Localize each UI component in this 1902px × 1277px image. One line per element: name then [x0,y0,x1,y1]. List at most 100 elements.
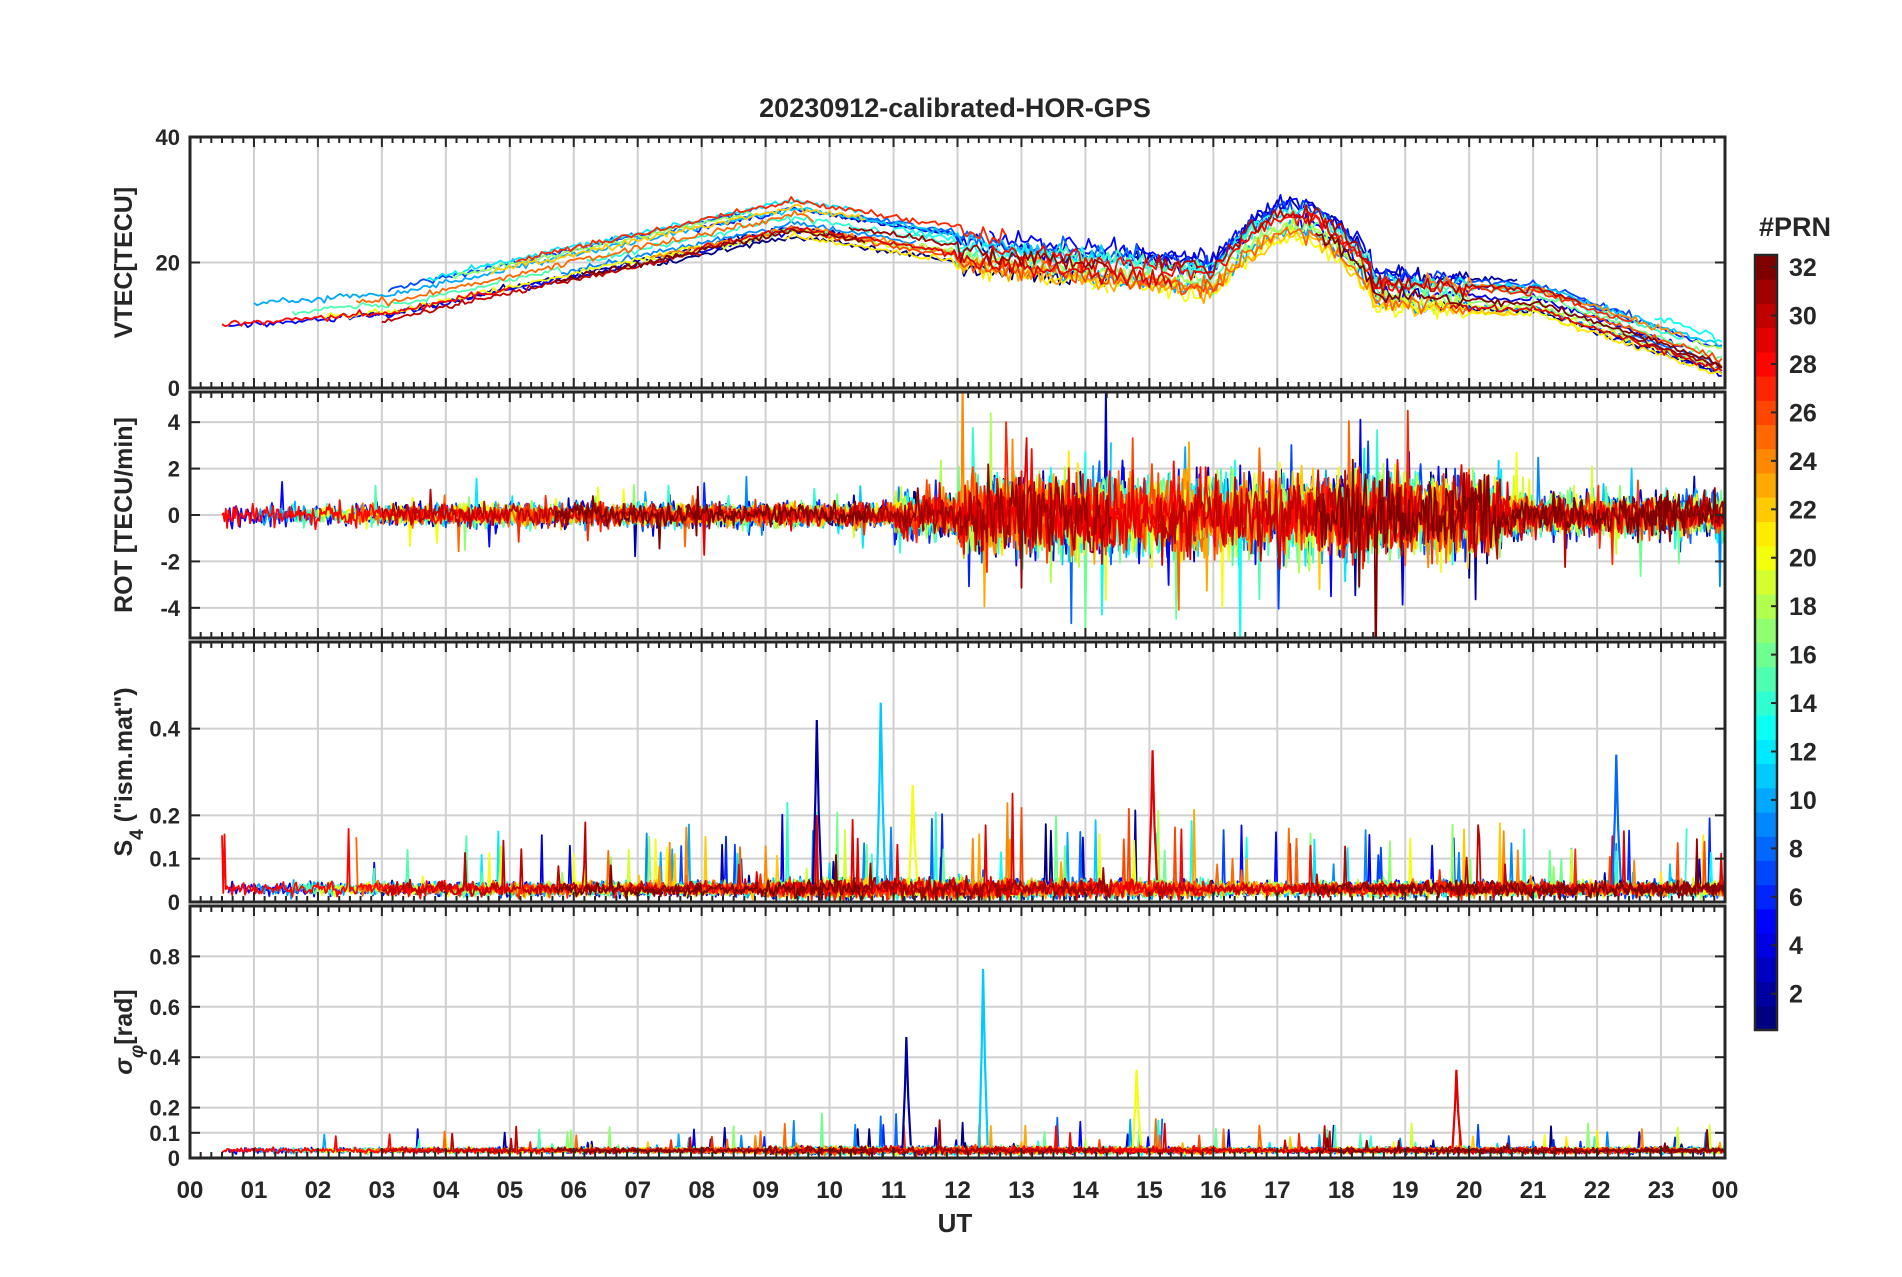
x-tick-label-group: 00 01 02 03 04 05 06 07 08 09 10 11 12 13 14 15 16 17 18 19… [177,1177,1739,1204]
series-line-prn-27 [515,196,1007,263]
colorbar-tick-label: 10 [1789,787,1817,815]
colorbar-tick-label: 16 [1789,642,1817,670]
x-ticks-sigma [189,906,1726,1158]
colorbar-tick-label: 18 [1789,593,1817,621]
y-tick-label: 0.8 [149,944,180,969]
series-line-prn-29 [1449,302,1723,372]
x-tick-label: 07 [624,1177,651,1204]
colorbar-segment [1755,908,1777,934]
colorbar-segment [1755,400,1777,426]
series-vtec [221,193,1723,377]
series-line-prn-28 [221,286,511,328]
colorbar-tick-label: 2 [1789,981,1803,1009]
y-tick-label: 0.6 [149,995,180,1020]
peak-line [978,968,989,1148]
x-tick-label: 23 [1648,1177,1675,1204]
series-line-prn-30 [381,821,703,898]
x-ticks-vtec [189,137,1726,388]
colorbar-segment [1755,836,1777,861]
y-tick-label: 0.2 [149,803,180,828]
series-line-prn-22 [490,203,866,275]
x-tick-label: 11 [881,1177,906,1204]
colorbar-segment [1755,763,1777,789]
series-line-prn-32 [554,854,869,902]
x-ticks-s4 [189,642,1726,902]
y-tick-label: 40 [156,125,180,150]
colorbar-segment [1755,327,1777,353]
series-line-prn-29 [688,226,1173,289]
colorbar-tick-label: 14 [1789,690,1817,718]
y-tick-label: 0.4 [149,1045,180,1070]
series-line-prn-14 [586,215,1058,271]
series-line-prn-12 [426,198,865,282]
peaks-s4 [811,702,1622,885]
colorbar-segment [1755,618,1777,643]
colorbar-tick-label: 6 [1789,884,1803,912]
x-tick-label: 19 [1392,1177,1419,1204]
colorbar-tick-label: 20 [1789,545,1817,573]
colorbar-segment [1755,521,1777,547]
colorbar-tick-label: 26 [1789,399,1817,427]
colorbar-tick-label: 30 [1789,303,1817,331]
x-tick-label: 18 [1328,1177,1355,1204]
y-ticks-sigma: 00.10.2 0.4 0.6 0.8 [149,944,1725,1171]
colorbar-segment [1755,472,1777,498]
series-line-prn-31 [848,1119,1112,1157]
series-line-prn-25 [1116,226,1467,315]
peak-line [901,1037,912,1148]
colorbar-tick-label: 12 [1789,738,1817,766]
series-line-prn-29 [688,437,1176,565]
x-tick-label: 08 [688,1177,715,1204]
colorbar-tick-label: 32 [1789,254,1817,282]
series-line-prn-31 [847,463,1112,589]
x-tick-label: 12 [944,1177,971,1204]
series-line-prn-32 [1314,458,1725,638]
series-line-prn-25 [355,209,815,307]
series-line-prn-32 [1315,1129,1725,1156]
y-tick-label: 0.1 [149,1121,180,1146]
series-rot [221,392,1725,638]
y-tick-label: 0 [168,890,180,915]
colorbar-segment [1755,376,1777,401]
grid-rot [189,392,1726,638]
y-tick-label: 20 [156,251,180,276]
colorbar-segment [1755,666,1777,692]
series-line-prn-31 [848,862,1112,902]
colorbar-tick-label: 22 [1789,496,1817,524]
colorbar-title: #PRN [1759,212,1831,242]
peak-line [1147,750,1159,885]
y-tick-label: -2 [160,549,180,574]
y-tick-label: 0 [168,376,180,401]
colorbar-segment [1755,497,1777,522]
y-tick-label: 0 [168,1146,180,1171]
x-ticks-rot [189,392,1726,638]
peak-line [907,784,919,885]
colorbar-segment [1755,255,1777,280]
peak-line [1611,754,1622,885]
series-line-prn-20 [1091,226,1582,331]
grid-s4 [189,642,1726,903]
series-line-prn-32 [1314,854,1725,901]
x-tick-label: 03 [369,1177,396,1204]
colorbar-segment [1755,981,1777,1007]
y-ticks-vtec: 0 20 40 [156,125,1725,401]
colorbar-tick-label: 24 [1789,448,1817,476]
colorbar-tick-label: 4 [1789,932,1803,960]
y-tick-label: 0.4 [149,717,180,742]
x-tick-label: 02 [305,1177,332,1204]
x-tick-label: 13 [1008,1177,1035,1204]
panel-sigma: 00.10.2 0.4 0.6 0.8σφ[rad] [110,904,1727,1171]
x-tick-label: 00 [177,1177,204,1204]
colorbar-segment [1755,303,1777,329]
colorbar-segment [1755,933,1777,958]
series-line-prn-32 [553,485,869,550]
colorbar-segment [1755,1005,1777,1031]
x-tick-label: 10 [816,1177,843,1204]
x-tick-label: 15 [1136,1177,1163,1204]
colorbar-segment [1755,690,1777,716]
panel-rot: -4 -2 0 2 4 ROT [TECU/min] [110,390,1727,640]
series-line-prn-18 [1692,339,1722,350]
